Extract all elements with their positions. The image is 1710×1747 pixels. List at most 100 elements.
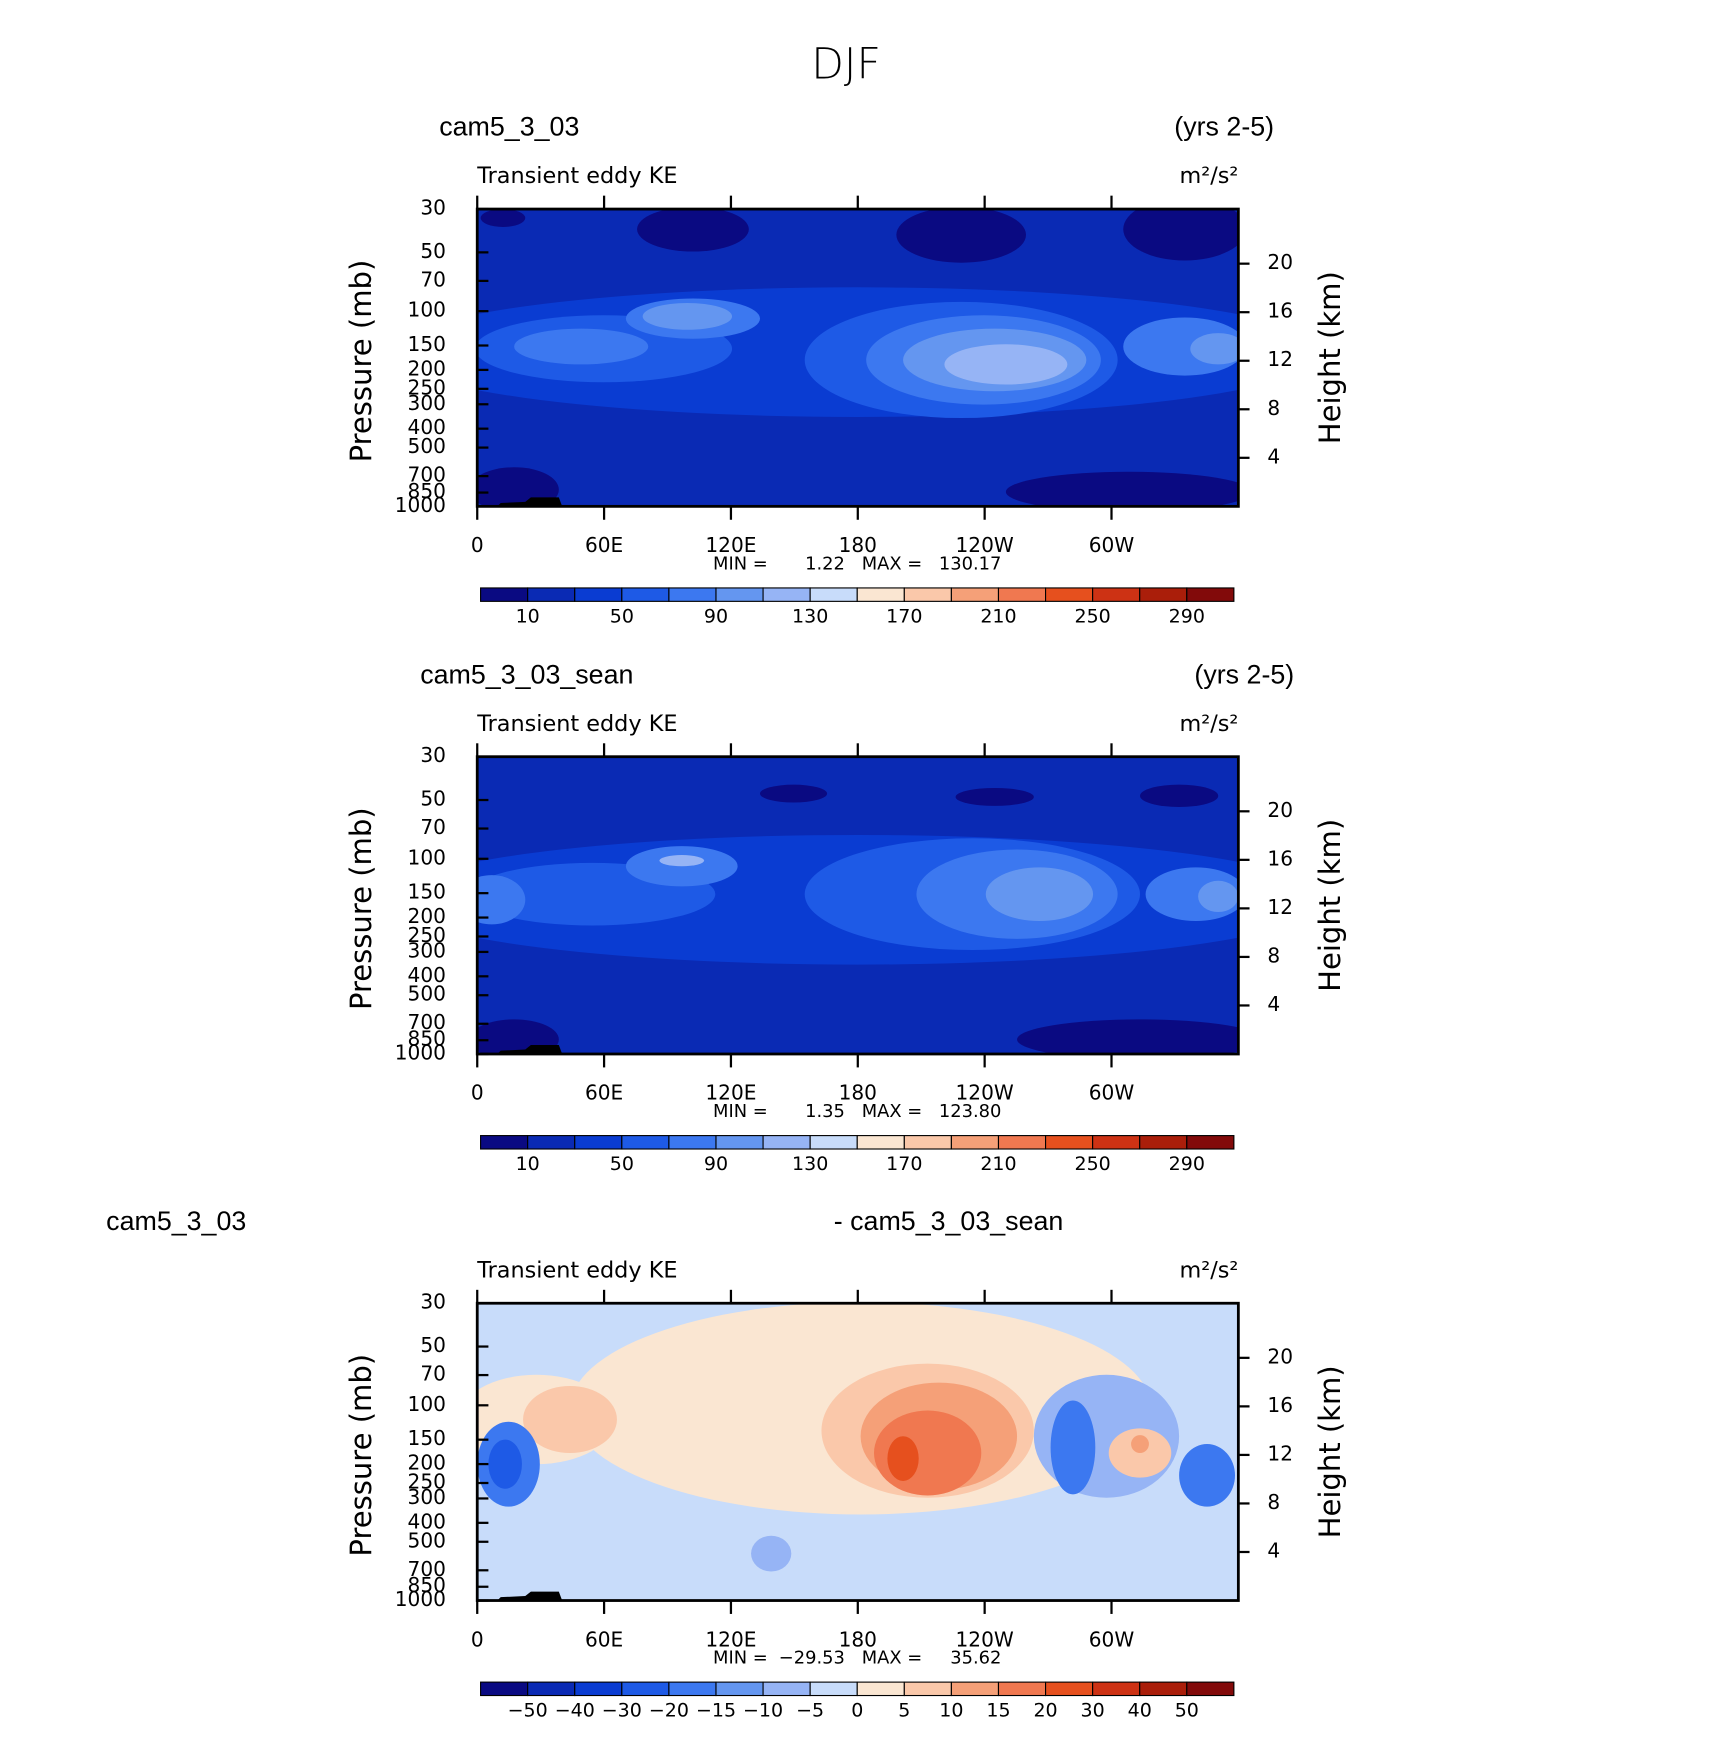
y-tick-label: 70 — [420, 815, 446, 839]
contour-fill — [637, 209, 749, 252]
colorbar-label: 40 — [1128, 1700, 1152, 1722]
figure-title: DJF — [811, 41, 881, 90]
min-value: −29.53 — [779, 1648, 845, 1669]
terrain — [497, 497, 563, 507]
colorbar-label: 10 — [516, 606, 540, 628]
y2-axis-label: Height (km) — [1313, 1365, 1347, 1538]
colorbar-box — [1092, 1681, 1141, 1697]
colorbar-box — [1186, 587, 1235, 602]
colorbar-box — [997, 1135, 1047, 1150]
x-tick-label: 180 — [839, 533, 877, 557]
y-tick-label: 100 — [408, 1392, 446, 1416]
colorbar-box — [574, 587, 623, 602]
min-text: MIN = — [713, 1101, 768, 1122]
contour-fill — [480, 209, 526, 227]
colorbar-box — [856, 587, 905, 602]
colorbar-label: 10 — [516, 1153, 540, 1175]
contour-fill — [1131, 1435, 1149, 1453]
colorbar-box — [574, 1135, 623, 1150]
y-tick-label: 400 — [408, 963, 446, 987]
y-tick-label: 30 — [420, 1290, 446, 1314]
contour-fill — [1140, 784, 1219, 807]
y-tick-label: 850 — [408, 479, 446, 503]
colorbar-label: 210 — [980, 606, 1016, 628]
colorbar-box — [668, 1135, 717, 1150]
colorbar-box — [1092, 1135, 1141, 1150]
colorbar-label: −50 — [508, 1700, 548, 1722]
colorbar-label: 250 — [1075, 606, 1111, 628]
colorbar-box — [809, 1681, 858, 1697]
subtitle: Transient eddy KE — [476, 163, 677, 189]
x-tick-label: 120E — [705, 533, 756, 557]
y-tick-label: 200 — [408, 356, 446, 380]
contour-fill — [523, 1385, 617, 1453]
colorbar-box — [1092, 587, 1141, 602]
colorbar-box — [997, 587, 1047, 602]
contour-fill — [887, 1436, 919, 1481]
contour-fill — [1005, 471, 1239, 507]
x-tick-label: 120W — [956, 1081, 1014, 1105]
max-value: 35.62 — [950, 1648, 1001, 1669]
x-tick-label: 60W — [1089, 533, 1135, 557]
terrain — [497, 1591, 563, 1601]
contour-fill — [477, 467, 559, 507]
contour-fill — [692, 1380, 760, 1426]
min-value: 1.35 — [805, 1101, 845, 1122]
y-tick-label: 70 — [420, 1362, 446, 1386]
x-tick-label: 60E — [585, 533, 623, 557]
colorbar-box — [621, 587, 670, 602]
y-tick-label: 500 — [408, 434, 446, 458]
colorbar-box — [762, 1135, 811, 1150]
y-tick-label: 30 — [420, 196, 446, 220]
y2-tick-label: 16 — [1267, 846, 1293, 870]
max-text: MAX = — [862, 1648, 923, 1669]
y2-axis-label: Height (km) — [1313, 819, 1347, 992]
y2-tick-label: 4 — [1267, 1538, 1280, 1562]
y-tick-label: 50 — [420, 1333, 446, 1357]
y2-tick-label: 12 — [1267, 347, 1293, 371]
colorbar-label: 30 — [1081, 1700, 1105, 1722]
colorbar-box — [997, 1681, 1047, 1697]
colorbar-label: −40 — [555, 1700, 595, 1722]
colorbar-box — [715, 1135, 764, 1150]
y-tick-label: 850 — [408, 1573, 446, 1597]
x-tick-label: 180 — [839, 1081, 877, 1105]
min-text: MIN = — [713, 553, 768, 574]
y-tick-label: 1000 — [395, 1587, 446, 1611]
contour-fill — [625, 846, 738, 887]
colorbar-box — [527, 1681, 576, 1697]
x-tick-label: 60W — [1089, 1081, 1135, 1105]
colorbar-box — [621, 1135, 670, 1150]
colorbar-label: 210 — [980, 1153, 1016, 1175]
colorbar-label: 5 — [898, 1700, 910, 1722]
y-tick-label: 1000 — [395, 1041, 446, 1065]
colorbar-box — [1139, 1681, 1188, 1697]
terrain — [497, 1045, 563, 1054]
y-tick-label: 100 — [408, 298, 446, 322]
colorbar-box — [1045, 1135, 1094, 1150]
colorbar-box — [480, 1681, 529, 1697]
y-tick-label: 150 — [408, 332, 446, 356]
y-axis-label: Pressure (mb) — [344, 807, 378, 1010]
contour-fill — [944, 344, 1068, 385]
y2-tick-label: 12 — [1267, 1441, 1293, 1465]
colorbar-label: 90 — [704, 1153, 728, 1175]
colorbar-label: 290 — [1169, 606, 1205, 628]
contour-field — [477, 756, 1239, 1054]
colorbar-label: 10 — [939, 1700, 963, 1722]
units: m²/s² — [1179, 711, 1238, 737]
y2-tick-label: 8 — [1267, 943, 1280, 967]
contour-fill — [985, 867, 1094, 921]
colorbar-box — [715, 1681, 764, 1697]
colorbar-label: 15 — [986, 1700, 1010, 1722]
y-tick-label: 700 — [408, 1557, 446, 1581]
colorbar-label: 90 — [704, 606, 728, 628]
colorbar-box — [668, 587, 717, 602]
contour-fill — [1017, 1019, 1239, 1054]
contour-fill — [477, 875, 526, 925]
y-tick-label: 100 — [408, 845, 446, 869]
y-tick-label: 200 — [408, 1451, 446, 1475]
y-tick-label: 700 — [408, 463, 446, 487]
y-tick-label: 70 — [420, 267, 446, 291]
colorbar-label: −15 — [696, 1700, 736, 1722]
